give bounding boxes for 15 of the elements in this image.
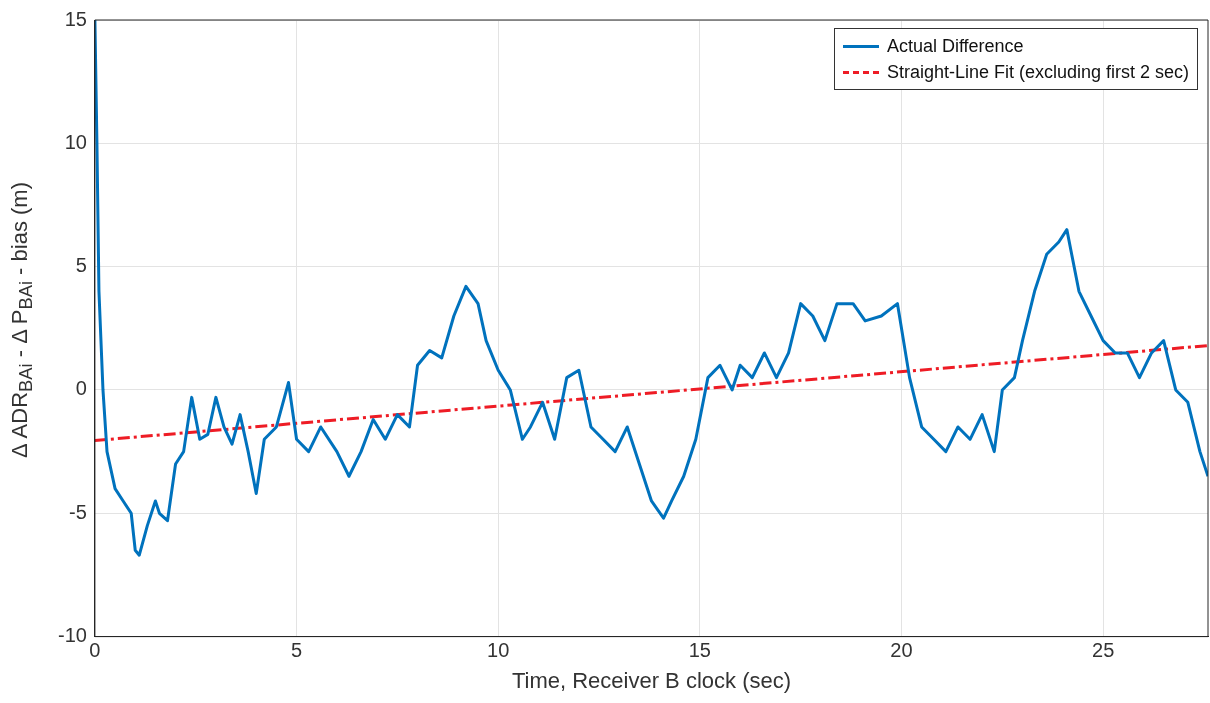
x-tick-label: 0 — [89, 639, 101, 662]
y-tick-label: 0 — [75, 377, 87, 400]
x-tick-label: 10 — [487, 639, 510, 662]
x-tick-label: 5 — [290, 639, 303, 662]
x-tick-label: 15 — [688, 639, 711, 662]
legend-label: Actual Difference — [886, 35, 1024, 57]
x-tick-label: 25 — [1092, 639, 1115, 662]
y-tick-label: -5 — [69, 500, 87, 523]
legend-label: Straight-Line Fit (excluding first 2 sec) — [886, 61, 1189, 83]
y-tick-label: 10 — [64, 130, 87, 153]
y-tick-label: 15 — [64, 7, 87, 30]
x-axis-title: Time, Receiver B clock (sec) — [511, 667, 792, 693]
y-tick-label: -10 — [58, 624, 87, 647]
y-tick-label: 5 — [75, 254, 87, 277]
x-tick-label: 20 — [890, 639, 913, 662]
